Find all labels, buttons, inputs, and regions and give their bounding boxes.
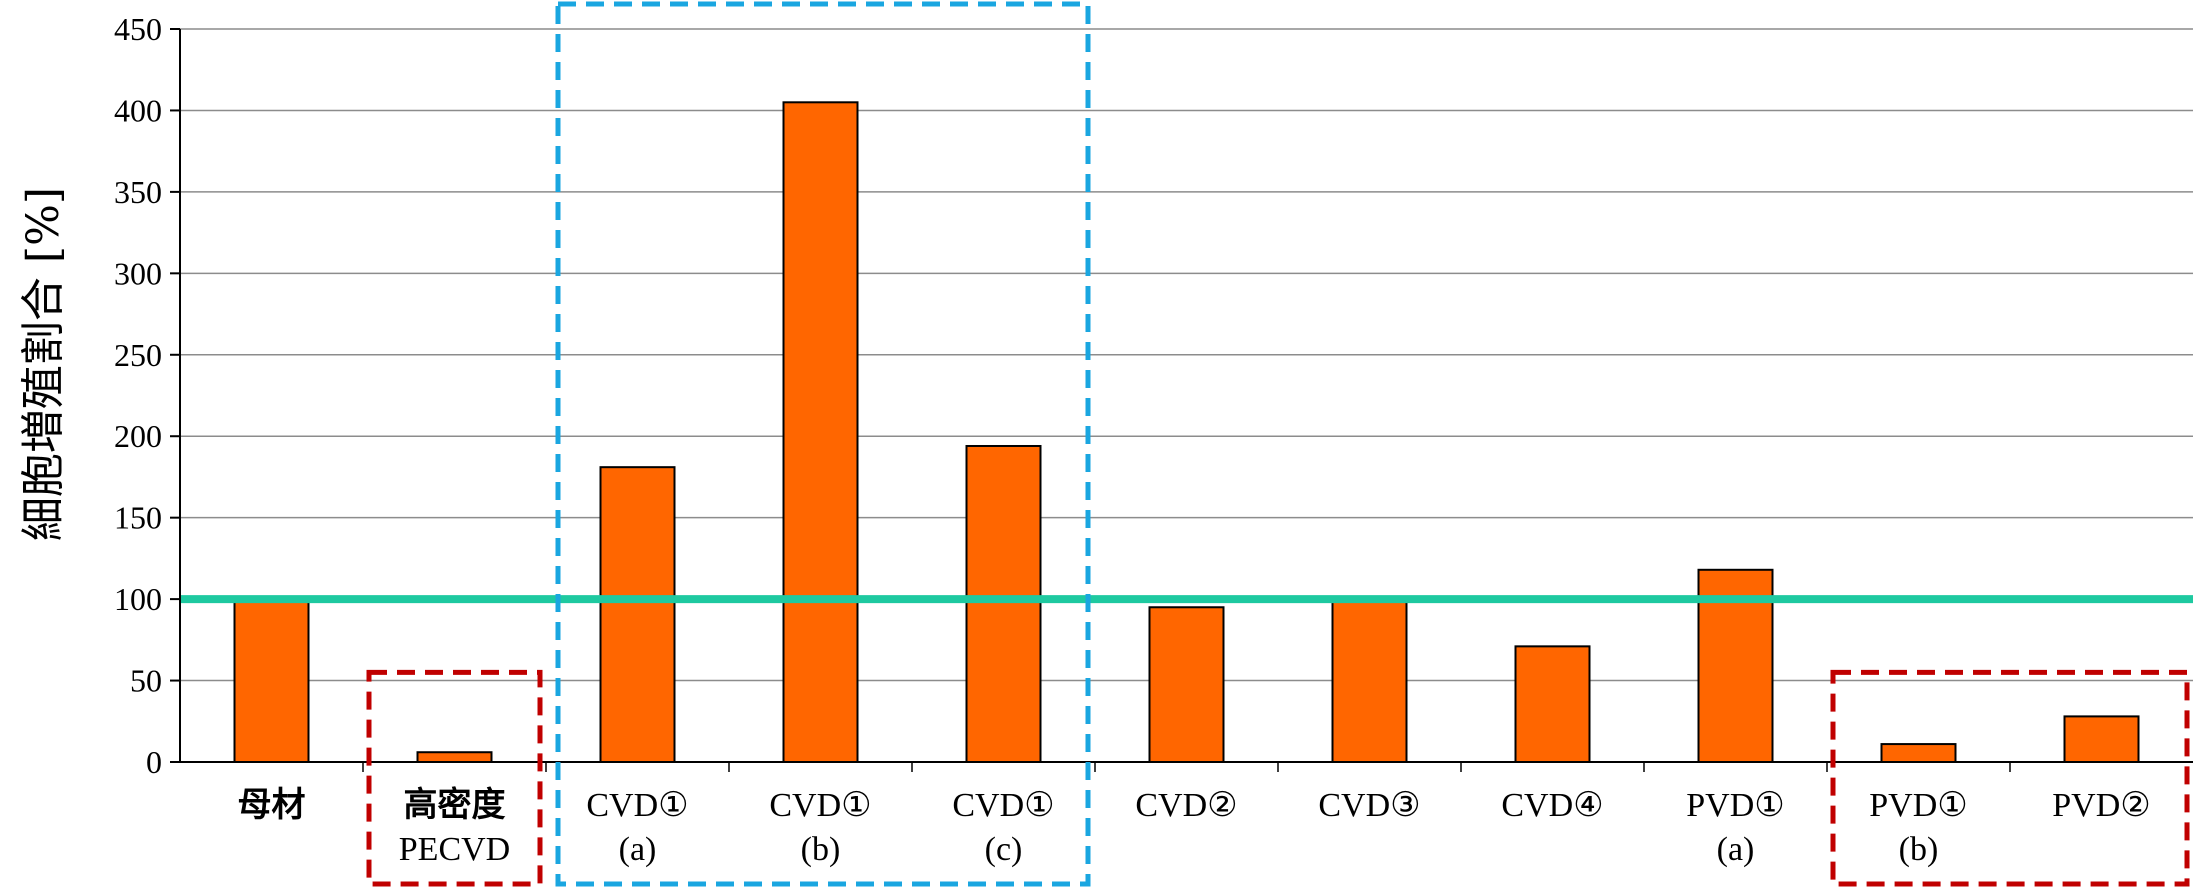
bar [1148,606,1225,763]
bar [1331,598,1408,763]
x-tick-sublabel: (b) [1899,831,1939,868]
x-tick-label: CVD① [952,787,1054,824]
highlight-box [1830,669,2190,887]
y-tick-label: 150 [114,500,162,536]
y-tick-labels: 0 50 100 150 200 250 300 350 400 450 [114,11,180,780]
x-tick-label: PVD① [1686,787,1785,824]
bar [1880,743,1957,763]
y-tick-label: 250 [114,337,162,373]
highlight-box [366,669,543,887]
x-tick-label: PVD② [2052,787,2151,824]
axes [179,29,2193,772]
bars [233,101,2140,764]
bar [2063,715,2140,764]
highlight-box [555,1,1091,887]
y-tick-label: 200 [114,418,162,454]
y-tick-label: 300 [114,255,162,291]
y-tick-label: 350 [114,174,162,210]
x-tick-label: CVD① [586,787,688,824]
x-tick-sublabel: (a) [619,831,657,868]
x-tick-sublabel: PECVD [399,831,510,868]
x-tick-label: 母材 [238,786,306,824]
x-tick-label: CVD③ [1318,787,1420,824]
x-tick-label: CVD④ [1501,787,1603,824]
bar [599,466,676,763]
y-axis-label: 細胞増殖割合 [%] [18,187,69,541]
y-tick-label: 0 [146,744,162,780]
y-tick-label: 400 [114,92,162,128]
bar [965,444,1042,763]
bar [233,598,310,763]
x-tick-sublabel: (c) [985,831,1023,868]
x-tick-sublabel: (a) [1717,831,1755,868]
bar [416,751,493,764]
x-tick-sublabel: (b) [801,831,841,868]
x-tick-label: 高密度 [404,785,506,824]
x-tick-label: PVD① [1869,787,1968,824]
x-category-labels: 母材 高密度 PECVD CVD① (a) CVD① (b) CVD① (c) CVD② CVD③ C… [238,785,2151,868]
grid-lines [180,28,2193,682]
y-tick-label: 450 [114,11,162,47]
highlight-boxes [366,1,2190,887]
x-tick-label: CVD① [769,787,871,824]
x-tick-label: CVD② [1135,787,1237,824]
y-tick-label: 100 [114,581,162,617]
bar [782,101,859,764]
bar [1514,645,1591,763]
y-tick-label: 50 [130,663,162,699]
